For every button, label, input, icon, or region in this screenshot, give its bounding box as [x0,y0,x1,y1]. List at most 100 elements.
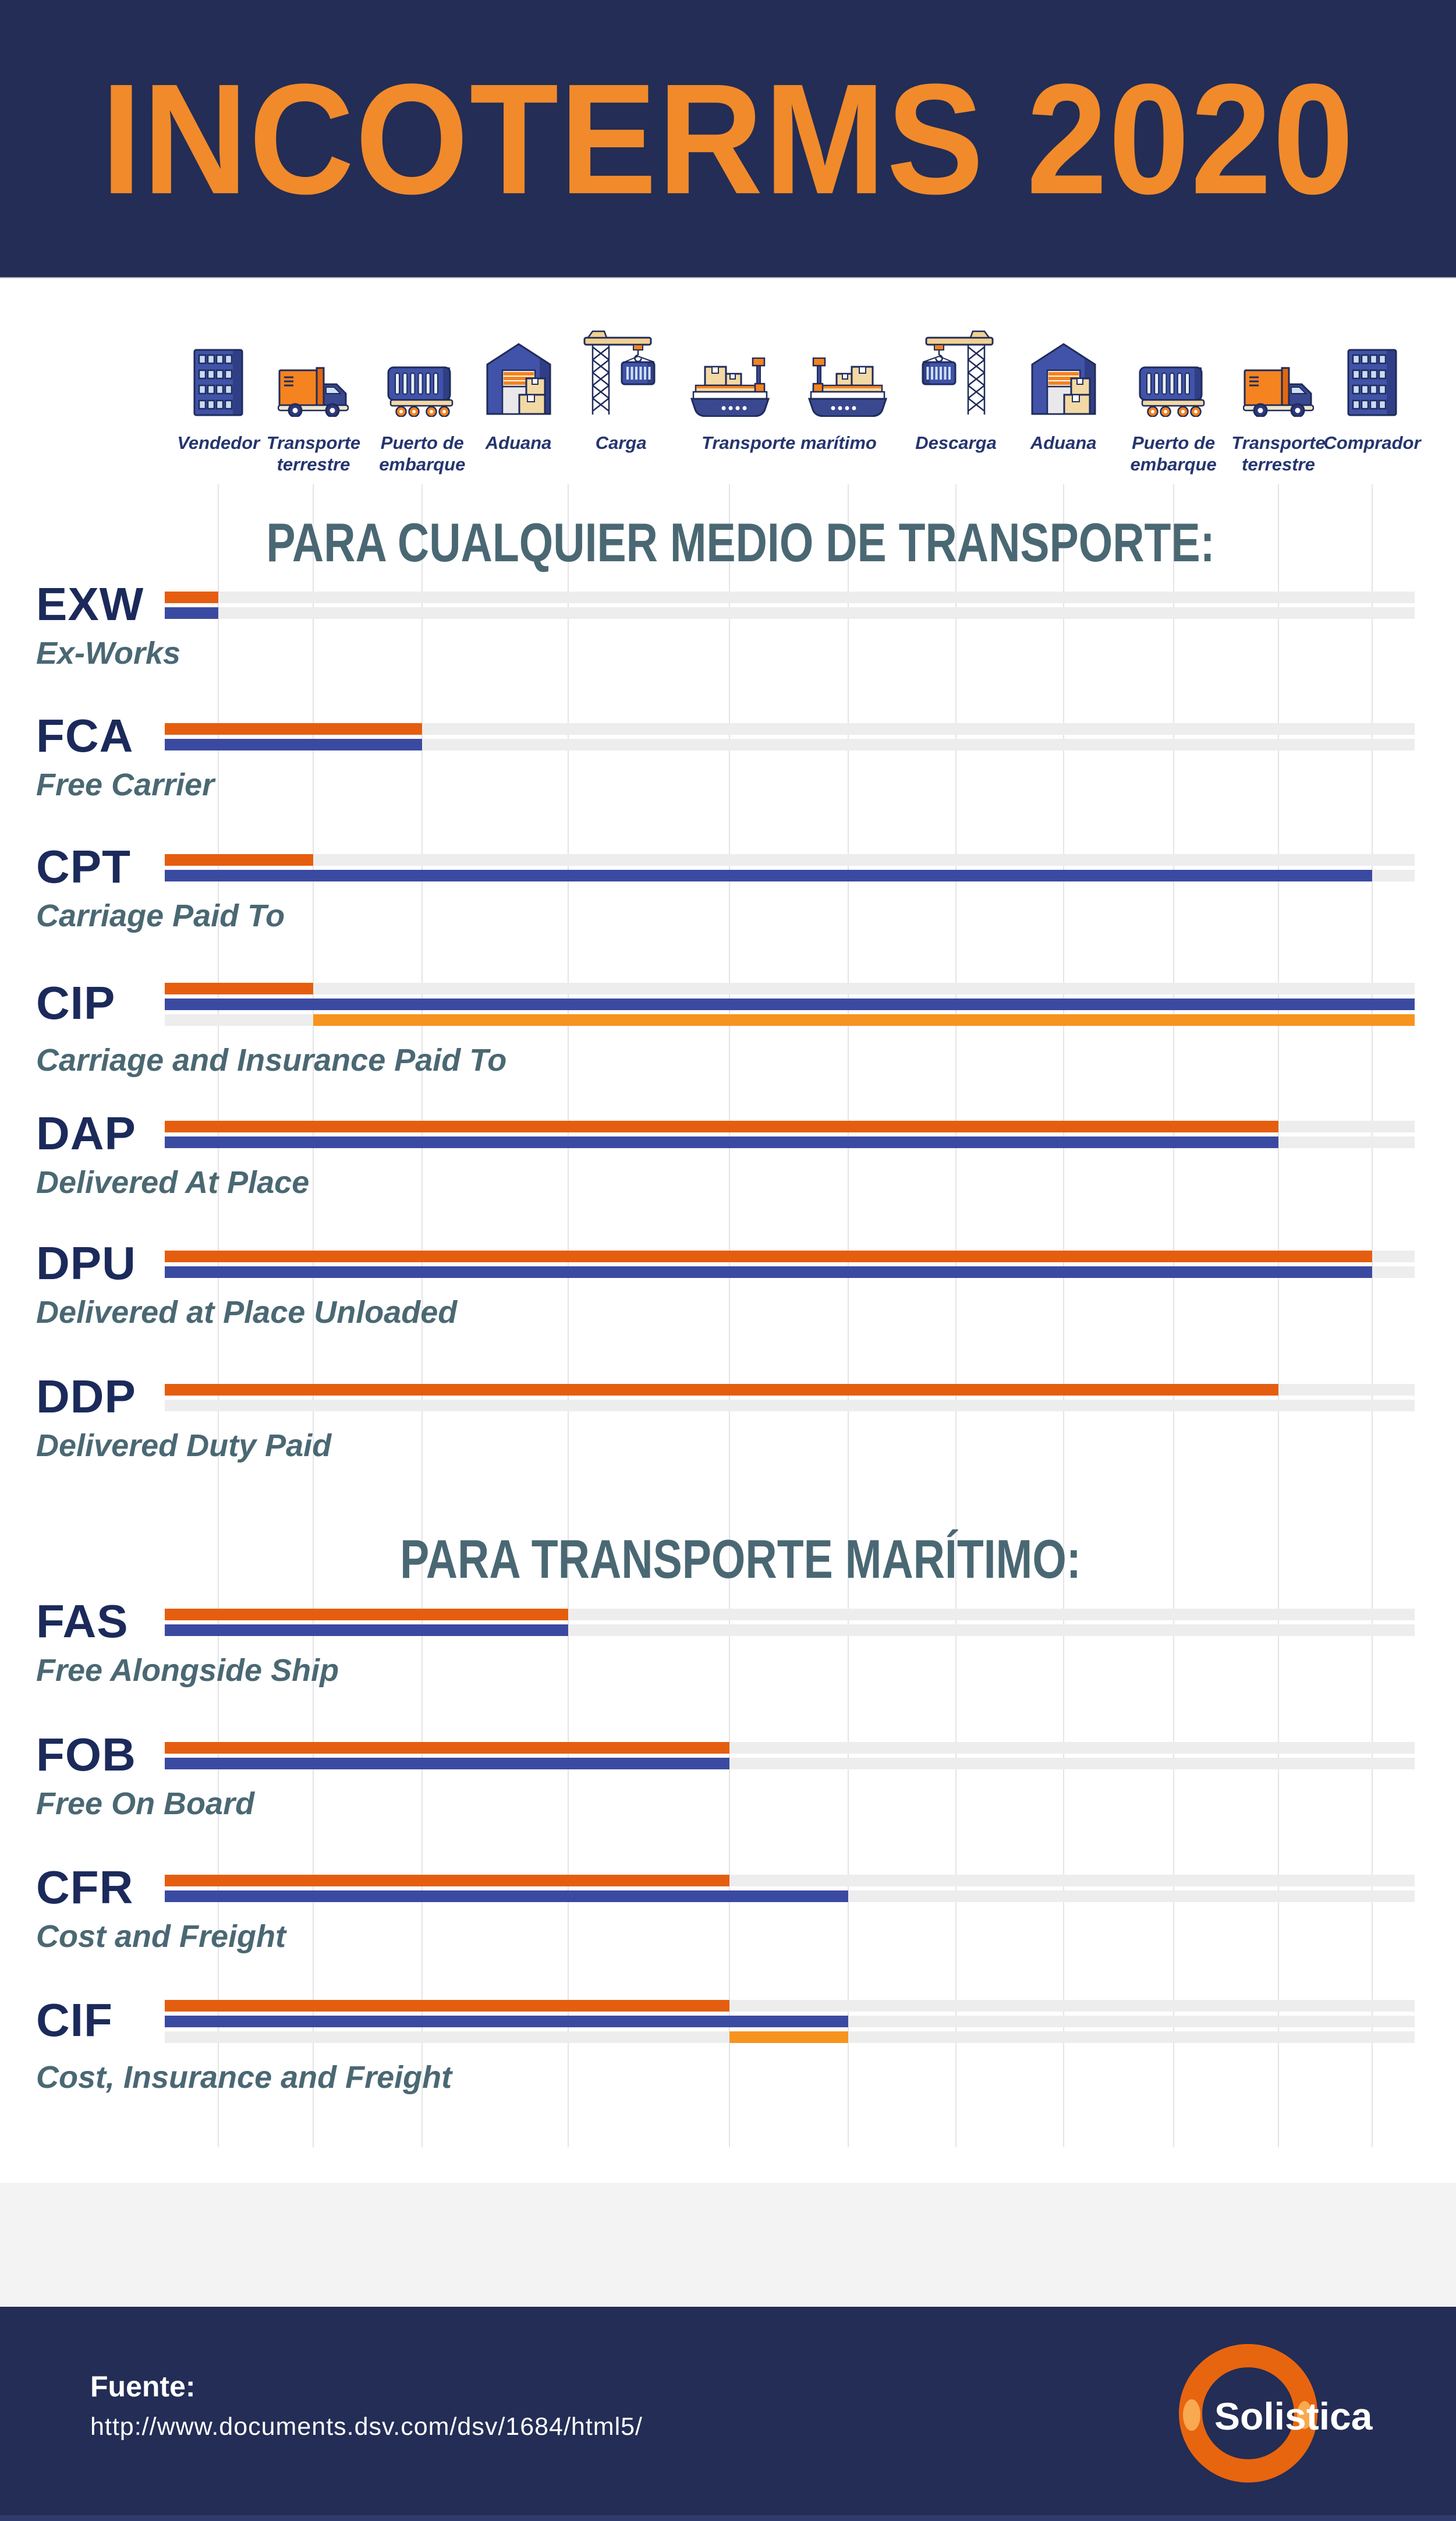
term-bars [165,2000,1415,2043]
bar-track [165,1609,1415,1620]
stage-label: Descarga [915,433,997,453]
seller-cost-bar [165,1136,1278,1148]
gridline [568,484,569,2147]
bar-track [165,1742,1415,1754]
stage-label: Puerto de embarque [1130,433,1217,475]
term-code: DDP [36,1370,136,1422]
term-bars [165,1384,1415,1411]
insurance-bar [729,2031,849,2043]
buyer-cost-bar [165,1121,1278,1132]
term-code: CIP [36,977,116,1029]
crane-icon [583,330,659,420]
buyer-cost-bar [165,1251,1372,1262]
term-bars [165,1875,1415,1902]
buyer-cost-bar [165,1384,1278,1396]
truck-icon [1242,362,1315,420]
term-code: FOB [36,1728,136,1780]
seller-cost-bar [165,607,219,619]
gridline [218,484,219,2147]
term-bars [165,723,1415,750]
buyer-cost-bar [165,1875,730,1886]
bottom-strip [0,2515,1456,2521]
seller-cost-bar [165,1890,849,1902]
building-icon [1346,348,1398,420]
gridline [1372,484,1373,2147]
gridline [421,484,423,2147]
stage-label: Transporte terrestre [1231,433,1326,475]
term-description: Free On Board [36,1786,255,1821]
crane-icon [918,330,994,420]
buyer-cost-bar [165,592,219,603]
insurance-bar [313,1014,1415,1026]
bar-track [165,1384,1415,1396]
term-code: CPT [36,840,131,893]
seller-cost-bar [165,1266,1372,1278]
term-description: Cost, Insurance and Freight [36,2060,452,2095]
term-code: DPU [36,1237,136,1289]
gridline [848,484,849,2147]
bar-track [165,1624,1415,1636]
ship-icon [807,357,889,420]
bar-track [165,1758,1415,1769]
stage-label: Transporte marítimo [701,433,877,453]
source-url: http://www.documents.dsv.com/dsv/1684/ht… [90,2413,643,2441]
seller-cost-bar [165,999,1415,1010]
term-description: Ex-Works [36,636,181,671]
warehouse-icon [1028,341,1099,420]
stage-label: Vendedor [177,433,260,453]
footer-band: Fuente: http://www.documents.dsv.com/dsv… [0,2307,1456,2521]
term-bars [165,1251,1415,1278]
term-bars [165,1609,1415,1636]
term-description: Cost and Freight [36,1919,286,1954]
gridline [1277,484,1279,2147]
stage-label: Comprador [1323,433,1421,453]
term-description: Delivered Duty Paid [36,1428,332,1463]
term-bars [165,1121,1415,1148]
stage-label: Aduana [1030,433,1097,453]
gridline [1172,484,1174,2147]
seller-cost-bar [165,1758,730,1769]
source-label: Fuente: [90,2370,196,2403]
gridline [313,484,314,2147]
bar-track [165,2000,1415,2012]
bar-track [165,1251,1415,1262]
term-description: Free Alongside Ship [36,1653,339,1688]
container-icon [387,364,458,420]
bar-track [165,870,1415,881]
stage-label: Transporte terrestre [266,433,361,475]
gridline [1062,484,1064,2147]
bar-track [165,2031,1415,2043]
term-code: EXW [36,578,144,630]
term-description: Free Carrier [36,767,215,802]
term-code: CFR [36,1861,134,1913]
bar-track [165,592,1415,603]
bar-track [165,1400,1415,1411]
seller-cost-bar [165,739,423,750]
term-description: Carriage Paid To [36,898,285,933]
gridline [729,484,731,2147]
bar-track [165,1266,1415,1278]
stage-label: Carga [595,433,647,453]
legend-band: Costo del compradorCosto del vendedorSeg… [0,2183,1456,2307]
term-bars [165,854,1415,881]
bar-track [165,1890,1415,1902]
bar-track [165,854,1415,866]
page-title: INCOTERMS 2020 [101,51,1355,226]
bar-track [165,1136,1415,1148]
bar-track [165,983,1415,994]
bar-track [165,1875,1415,1886]
term-description: Carriage and Insurance Paid To [36,1043,507,1078]
bar-track [165,723,1415,735]
truck-icon [278,362,349,420]
buyer-cost-bar [165,2000,730,2012]
term-description: Delivered at Place Unloaded [36,1295,458,1330]
gridline [955,484,957,2147]
bar-track [165,739,1415,750]
term-description: Delivered At Place [36,1165,310,1200]
term-bars [165,983,1415,1026]
term-code: FCA [36,709,134,762]
solistica-ring-icon [1179,2344,1317,2483]
container-icon [1138,364,1209,420]
buyer-cost-bar [165,1742,730,1754]
